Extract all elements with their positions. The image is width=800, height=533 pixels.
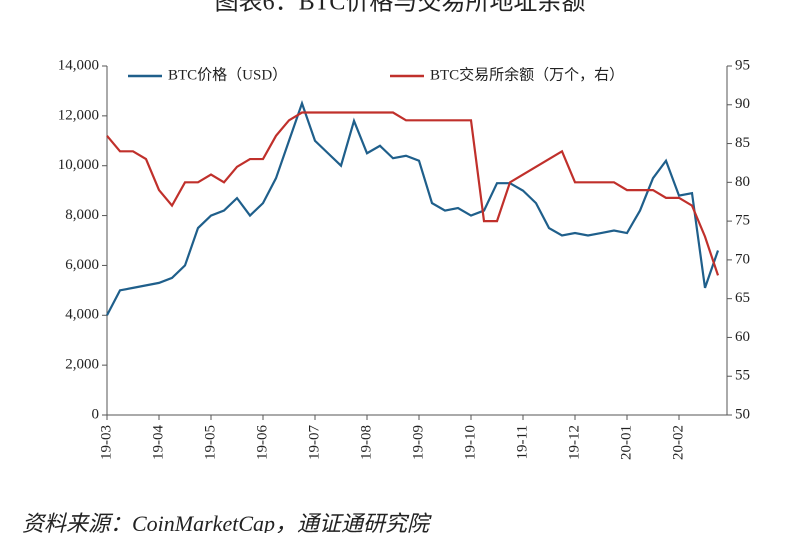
y2-tick-label: 90 <box>735 96 750 112</box>
y-tick-label: 4,000 <box>65 307 99 323</box>
y2-tick-label: 80 <box>735 174 750 190</box>
y-tick-label: 14,000 <box>58 57 99 73</box>
y-tick-label: 8,000 <box>65 207 99 223</box>
x-tick-label: 19-03 <box>98 425 114 460</box>
y2-tick-label: 85 <box>735 135 750 151</box>
series-line <box>106 100 720 316</box>
chart-title: 图表6：BTC价格与交易所地址余额 <box>215 0 586 16</box>
x-tick-label: 20-02 <box>670 425 686 460</box>
legend-label: BTC交易所余额（万个，右） <box>430 65 624 83</box>
y-tick-label: 12,000 <box>58 107 99 123</box>
y2-tick-label: 70 <box>735 251 750 267</box>
y-tick-label: 0 <box>92 406 100 422</box>
x-tick-label: 19-06 <box>254 425 270 460</box>
x-tick-label: 19-12 <box>566 425 582 460</box>
y2-tick-label: 65 <box>735 290 750 306</box>
x-tick-label: 19-08 <box>358 425 374 460</box>
y2-tick-label: 60 <box>735 329 750 345</box>
x-tick-label: 19-07 <box>306 425 322 460</box>
y-tick-label: 10,000 <box>58 157 99 173</box>
x-tick-label: 19-05 <box>202 425 218 460</box>
legend-label: BTC价格（USD） <box>168 66 287 83</box>
x-tick-label: 19-10 <box>462 425 478 460</box>
source-note: 资料来源：CoinMarketCap，通证通研究院 <box>22 511 432 533</box>
x-tick-label: 19-09 <box>410 425 426 460</box>
y2-tick-label: 50 <box>735 406 750 422</box>
y2-tick-label: 95 <box>735 57 750 73</box>
y2-tick-label: 75 <box>735 213 750 229</box>
y2-tick-label: 55 <box>735 368 750 384</box>
x-tick-label: 19-04 <box>150 425 166 460</box>
x-tick-label: 20-01 <box>618 425 634 460</box>
x-tick-label: 19-11 <box>514 425 530 459</box>
series-line <box>106 111 720 276</box>
y-tick-label: 6,000 <box>65 257 99 273</box>
y-tick-label: 2,000 <box>65 357 99 373</box>
